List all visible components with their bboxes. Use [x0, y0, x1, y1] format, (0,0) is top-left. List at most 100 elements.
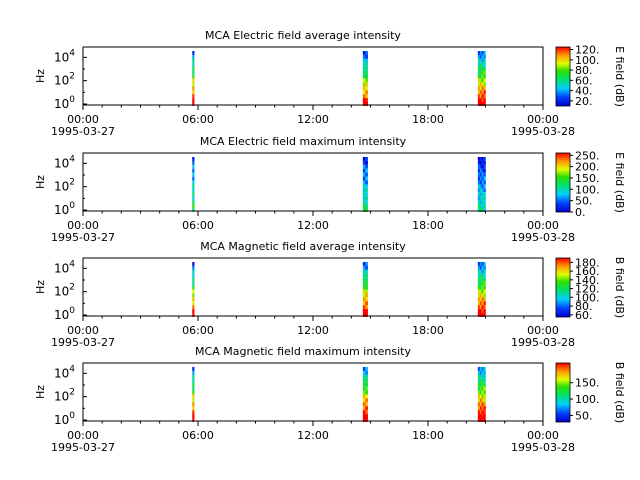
spectrogram-cell	[483, 394, 486, 399]
spectrogram-cell	[481, 265, 484, 270]
spectrogram-cell	[477, 74, 481, 79]
spectrogram-cell	[362, 367, 366, 371]
spectrogram-cell	[479, 277, 482, 282]
spectrogram-cell	[365, 289, 368, 294]
spectrogram-cell	[362, 90, 366, 95]
burst	[192, 367, 195, 422]
spectrogram-cell	[481, 188, 484, 193]
spectrogram-cell	[477, 192, 481, 197]
spectrogram-cell	[477, 176, 481, 181]
burst	[362, 262, 368, 317]
spectrogram-cell	[481, 406, 484, 411]
spectrogram-cell	[483, 78, 486, 83]
x-tick-label: 00:00	[67, 429, 99, 442]
burst	[477, 367, 486, 422]
colorbar-tick-label: 50.	[575, 195, 593, 208]
spectrogram-cell	[362, 273, 366, 278]
y-axis-label: Hz	[34, 69, 47, 83]
spectrogram-cell	[192, 82, 195, 87]
spectrogram-cell	[479, 301, 482, 306]
spectrogram-cell	[481, 160, 484, 165]
spectrogram-cell	[362, 168, 366, 173]
spectrogram-cell	[365, 293, 368, 298]
spectrogram-cell	[192, 58, 195, 63]
spectrogram-cell	[192, 386, 195, 391]
spectrogram-cell	[362, 184, 366, 189]
spectrogram-cell	[192, 374, 195, 379]
spectrogram-cell	[481, 297, 484, 302]
spectrogram-cell	[362, 160, 366, 165]
spectrogram-cell	[481, 157, 484, 161]
spectrogram-cell	[365, 398, 368, 403]
spectrogram-cell	[192, 281, 195, 286]
spectrogram-cell	[479, 382, 482, 387]
spectrogram-cell	[362, 262, 366, 266]
spectrogram-cell	[481, 398, 484, 403]
x-tick-label: 06:00	[182, 324, 214, 337]
spectrogram-cell	[483, 160, 486, 165]
spectrogram-cell	[481, 184, 484, 189]
spectrogram-cell	[477, 370, 481, 375]
spectrogram-cell	[192, 102, 195, 106]
spectrogram-cell	[477, 204, 481, 209]
spectrogram-cell	[362, 196, 366, 201]
spectrogram-cell	[481, 204, 484, 209]
spectrogram-cell	[481, 414, 484, 419]
panel-title: MCA Magnetic field maximum intensity	[195, 345, 411, 358]
spectrogram-cell	[362, 374, 366, 379]
spectrogram-cell	[362, 62, 366, 67]
spectrogram-cell	[477, 386, 481, 391]
colorbar-tick-label: 120.	[575, 44, 600, 57]
spectrogram-cell	[192, 157, 195, 161]
x-tick-date: 1995-03-28	[511, 125, 575, 138]
spectrogram-cell	[362, 277, 366, 282]
colorbar: 50. 100. 150. B field (dB)	[555, 362, 626, 423]
spectrogram-cell	[477, 262, 481, 266]
spectrogram-cell	[483, 172, 486, 177]
y-tick-label: 104	[54, 48, 75, 64]
spectrogram-cell	[477, 66, 481, 71]
spectrogram-cell	[483, 200, 486, 205]
spectrogram-cell	[192, 414, 195, 419]
spectrogram-cell	[477, 208, 481, 212]
spectrogram-cell	[481, 58, 484, 63]
spectrogram-cell	[362, 370, 366, 375]
spectrogram-cell	[192, 309, 195, 314]
spectrogram-cell	[481, 374, 484, 379]
spectrogram-cell	[362, 297, 366, 302]
spectrogram-cell	[192, 382, 195, 387]
spectrogram-cell	[483, 82, 486, 87]
spectrogram-cell	[479, 394, 482, 399]
spectrogram-cell	[192, 94, 195, 99]
spectrogram-cell	[192, 168, 195, 173]
x-tick-label: 12:00	[297, 324, 329, 337]
spectrogram-cell	[483, 102, 486, 106]
spectrogram-cell	[192, 293, 195, 298]
panel-3: MCA Magnetic field average intensity 100 1…	[34, 240, 626, 349]
spectrogram-cell	[481, 54, 484, 59]
spectrogram-cell	[481, 301, 484, 306]
spectrogram-cell	[477, 281, 481, 286]
spectrogram-cell	[362, 94, 366, 99]
spectrogram-cell	[192, 406, 195, 411]
spectrogram-cell	[365, 410, 368, 415]
spectrogram-cell	[479, 406, 482, 411]
spectrogram-cell	[192, 98, 195, 103]
spectrogram-cell	[479, 309, 482, 314]
spectrogram-cell	[479, 90, 482, 95]
spectrogram-cell	[477, 54, 481, 59]
spectrogram-cell	[479, 370, 482, 375]
spectrogram-cell	[479, 192, 482, 197]
spectrogram-cell	[362, 265, 366, 270]
y-tick-label: 102	[54, 72, 75, 88]
spectrogram-cell	[479, 86, 482, 91]
colorbar-gradient	[555, 46, 571, 107]
spectrogram-cell	[192, 51, 195, 55]
spectrogram-cell	[192, 367, 195, 371]
spectrogram-cell	[483, 418, 486, 422]
spectrogram-cell	[483, 184, 486, 189]
spectrogram-cell	[362, 281, 366, 286]
spectrogram-cell	[483, 305, 486, 310]
spectrogram-cell	[365, 188, 368, 193]
spectrogram-cell	[362, 54, 366, 59]
